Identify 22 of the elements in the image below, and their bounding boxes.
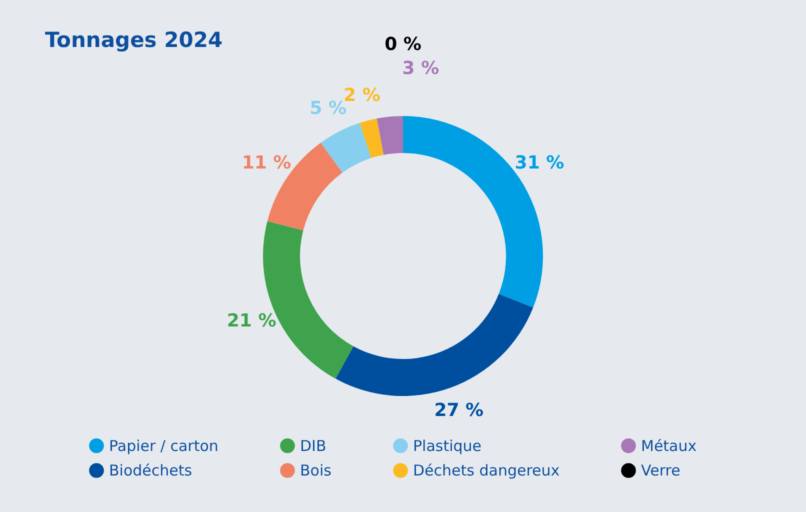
legend-label: Bois [300,462,332,480]
legend-label: Déchets dangereux [413,462,560,480]
data-label: 21 % [226,310,276,332]
data-label: 3 % [402,58,440,79]
donut-slice [360,118,384,158]
chart-title: Tonnages 2024 [45,28,223,52]
legend-label: Biodéchets [109,462,192,480]
data-label: 27 % [434,400,484,422]
donut-slice [267,142,342,230]
legend-label: Papier / carton [109,436,218,455]
data-label: 31 % [514,152,564,174]
legend-label: Métaux [641,436,697,455]
donut-slice [403,116,543,308]
donut-slice [376,116,403,155]
donut-slice [320,122,372,173]
data-label: 11 % [242,152,292,174]
donut-slice [336,294,534,396]
legend-label: DIB [300,436,326,455]
data-label: 2 % [344,85,380,106]
legend-label: Verre [641,462,680,480]
legend-label: Plastique [413,436,482,455]
text: 0 % [384,34,422,55]
